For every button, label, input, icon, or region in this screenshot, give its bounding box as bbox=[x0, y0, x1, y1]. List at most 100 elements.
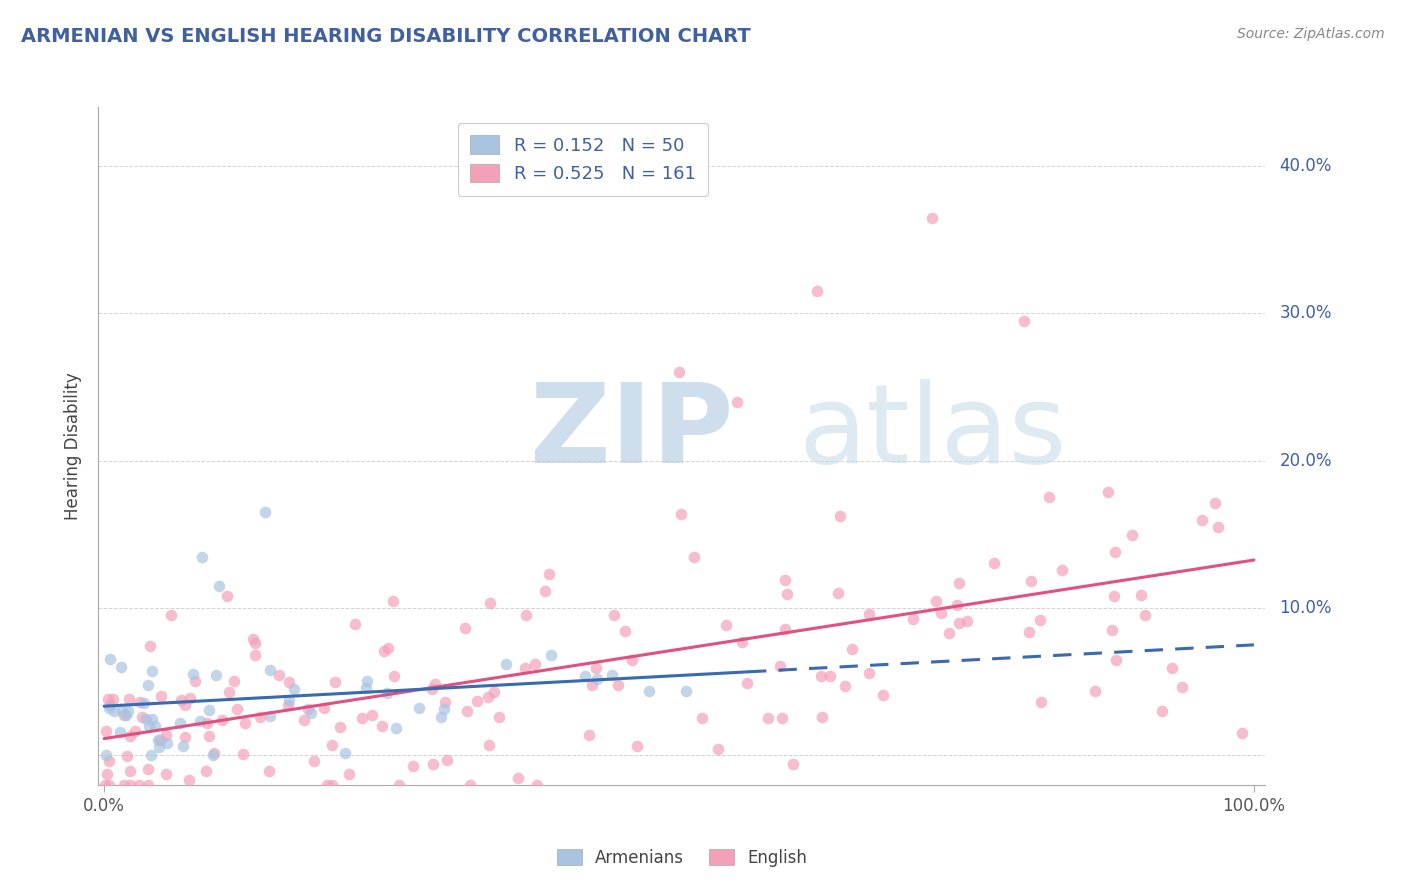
Point bbox=[314, 700, 336, 714]
Point bbox=[343, 617, 366, 632]
Point bbox=[1232, 726, 1254, 740]
Point bbox=[638, 684, 661, 698]
Point bbox=[574, 669, 596, 683]
Point bbox=[335, 747, 357, 761]
Point bbox=[626, 739, 648, 753]
Point bbox=[115, 749, 138, 764]
Point bbox=[433, 695, 456, 709]
Point bbox=[1038, 490, 1060, 504]
Point bbox=[297, 701, 319, 715]
Point bbox=[1097, 484, 1119, 499]
Point bbox=[143, 719, 166, 733]
Point bbox=[675, 683, 697, 698]
Point bbox=[103, 704, 125, 718]
Point bbox=[373, 644, 395, 658]
Point bbox=[141, 664, 163, 678]
Point bbox=[706, 742, 728, 756]
Point bbox=[1018, 625, 1040, 640]
Point bbox=[98, 778, 121, 792]
Point bbox=[98, 651, 121, 665]
Point bbox=[1135, 608, 1157, 623]
Point bbox=[197, 703, 219, 717]
Point bbox=[770, 711, 793, 725]
Point bbox=[690, 711, 713, 725]
Point bbox=[858, 607, 880, 621]
Point bbox=[188, 714, 211, 729]
Point bbox=[118, 692, 141, 706]
Point bbox=[108, 724, 131, 739]
Point bbox=[806, 285, 828, 299]
Point bbox=[377, 640, 399, 655]
Point bbox=[177, 772, 200, 787]
Point bbox=[585, 672, 607, 686]
Point bbox=[292, 713, 315, 727]
Point bbox=[103, 692, 125, 706]
Text: 40.0%: 40.0% bbox=[1279, 157, 1331, 175]
Point bbox=[769, 659, 792, 673]
Point bbox=[682, 550, 704, 565]
Point bbox=[321, 778, 343, 792]
Point bbox=[169, 715, 191, 730]
Point bbox=[370, 719, 392, 733]
Point bbox=[1029, 613, 1052, 627]
Point bbox=[356, 674, 378, 689]
Point bbox=[526, 778, 548, 792]
Point bbox=[735, 676, 758, 690]
Point bbox=[299, 706, 322, 720]
Point bbox=[117, 704, 139, 718]
Point bbox=[118, 764, 141, 778]
Text: ZIP: ZIP bbox=[530, 379, 734, 486]
Point bbox=[361, 708, 384, 723]
Point bbox=[515, 661, 537, 675]
Point bbox=[477, 690, 499, 704]
Point bbox=[422, 756, 444, 771]
Point bbox=[388, 778, 411, 792]
Point bbox=[1105, 653, 1128, 667]
Point bbox=[401, 759, 423, 773]
Point bbox=[111, 705, 134, 719]
Point bbox=[436, 753, 458, 767]
Point bbox=[135, 712, 157, 726]
Point bbox=[495, 657, 517, 671]
Point bbox=[465, 694, 488, 708]
Point bbox=[1019, 574, 1042, 588]
Point bbox=[607, 678, 630, 692]
Point bbox=[114, 707, 136, 722]
Point bbox=[316, 778, 339, 792]
Point bbox=[585, 661, 607, 675]
Point bbox=[508, 772, 530, 786]
Point bbox=[112, 778, 135, 792]
Point bbox=[242, 632, 264, 647]
Point bbox=[94, 748, 117, 763]
Point bbox=[858, 665, 880, 680]
Point bbox=[329, 720, 352, 734]
Point bbox=[181, 667, 204, 681]
Point bbox=[482, 685, 505, 699]
Point bbox=[830, 508, 852, 523]
Point bbox=[540, 648, 562, 662]
Point bbox=[225, 702, 247, 716]
Point bbox=[375, 686, 398, 700]
Point bbox=[603, 608, 626, 623]
Point bbox=[1121, 528, 1143, 542]
Point bbox=[956, 614, 979, 628]
Point bbox=[259, 708, 281, 723]
Point bbox=[257, 764, 280, 778]
Point bbox=[194, 764, 217, 778]
Point bbox=[458, 778, 481, 792]
Point bbox=[179, 691, 201, 706]
Point bbox=[112, 707, 135, 722]
Point bbox=[96, 766, 118, 780]
Point bbox=[218, 684, 240, 698]
Point bbox=[94, 778, 117, 792]
Point bbox=[321, 738, 343, 752]
Point bbox=[478, 738, 501, 752]
Point bbox=[149, 689, 172, 703]
Point bbox=[146, 732, 169, 747]
Point bbox=[205, 667, 228, 681]
Point bbox=[1012, 314, 1035, 328]
Legend: Armenians, English: Armenians, English bbox=[548, 841, 815, 875]
Point bbox=[921, 211, 943, 225]
Point bbox=[354, 681, 377, 695]
Point bbox=[278, 675, 301, 690]
